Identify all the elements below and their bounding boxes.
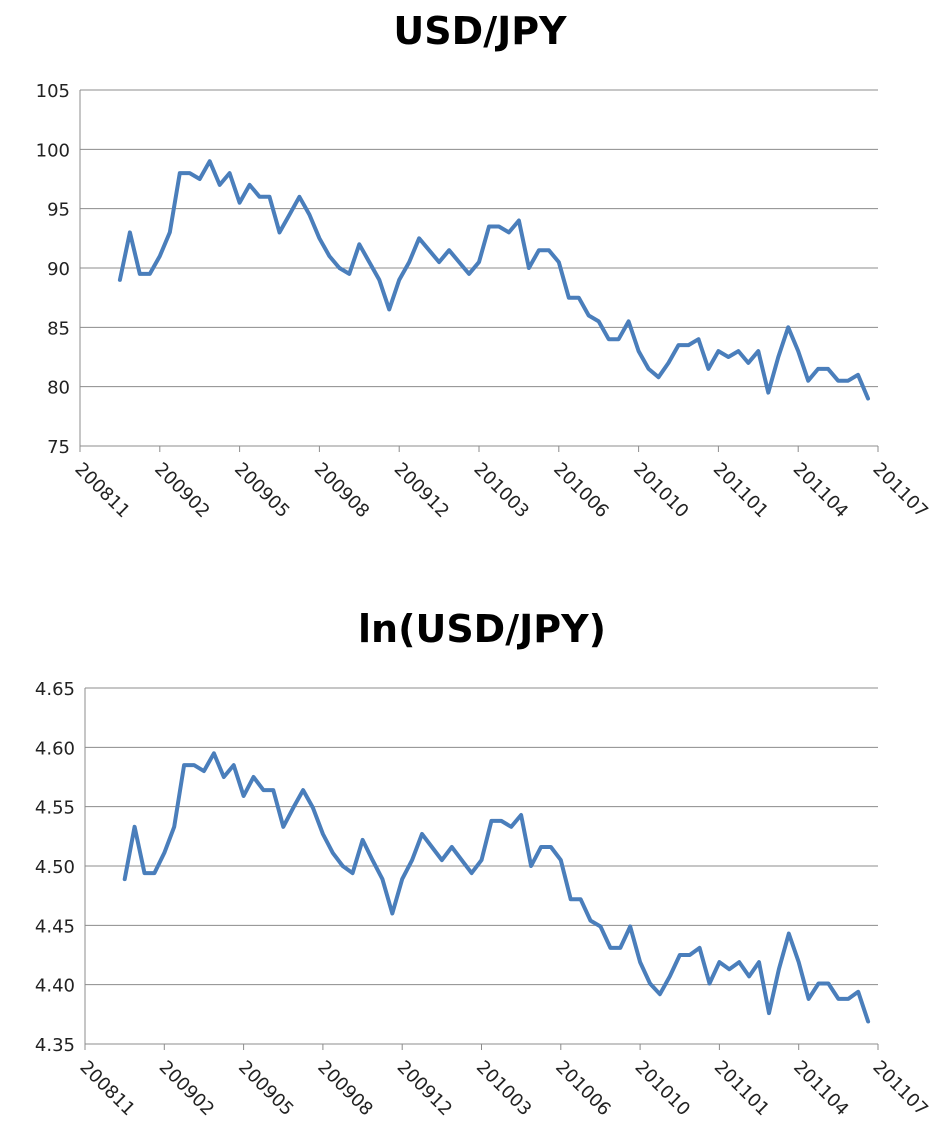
x-tick-label: 201003 xyxy=(472,1057,535,1120)
x-tick-label: 200905 xyxy=(234,1057,297,1120)
series-line xyxy=(122,751,871,1024)
y-tick-label: 95 xyxy=(47,200,70,221)
x-tick-label: 201006 xyxy=(549,459,612,522)
x-tick-label: 201006 xyxy=(551,1057,614,1120)
chart-title: ln(USD/JPY) xyxy=(358,607,606,651)
x-tick-label: 201101 xyxy=(709,459,772,522)
y-tick-label: 4.60 xyxy=(35,738,75,759)
x-tick-label: 200912 xyxy=(393,1057,456,1120)
x-tick-label: 201107 xyxy=(868,459,931,522)
y-tick-label: 4.40 xyxy=(35,976,75,997)
x-tick-label: 200811 xyxy=(75,1057,138,1120)
x-tick-label: 200902 xyxy=(155,1057,218,1120)
x-tick-label: 201010 xyxy=(631,1057,694,1120)
y-tick-label: 105 xyxy=(36,81,70,102)
x-tick-label: 200811 xyxy=(70,459,133,522)
x-tick-label: 200912 xyxy=(390,459,453,522)
chart-title: USD/JPY xyxy=(393,9,567,53)
x-tick-label: 201003 xyxy=(469,459,532,522)
y-tick-label: 4.50 xyxy=(35,857,75,878)
y-tick-label: 4.65 xyxy=(35,679,75,700)
x-tick-label: 200908 xyxy=(313,1057,376,1120)
y-tick-label: 80 xyxy=(47,378,70,399)
x-tick-label: 200905 xyxy=(230,459,293,522)
x-tick-label: 201104 xyxy=(789,459,852,522)
x-tick-label: 201107 xyxy=(868,1057,931,1120)
y-tick-label: 85 xyxy=(47,318,70,339)
x-tick-label: 201104 xyxy=(789,1057,852,1120)
series-line xyxy=(117,159,870,401)
x-tick-label: 201010 xyxy=(629,459,692,522)
x-tick-label: 201101 xyxy=(710,1057,773,1120)
x-tick-label: 200902 xyxy=(150,459,213,522)
y-tick-label: 4.55 xyxy=(35,798,75,819)
x-tick-label: 200908 xyxy=(310,459,373,522)
y-tick-label: 4.45 xyxy=(35,916,75,937)
y-tick-label: 100 xyxy=(36,140,70,161)
y-tick-label: 75 xyxy=(47,437,70,458)
y-tick-label: 90 xyxy=(47,259,70,280)
y-tick-label: 4.35 xyxy=(35,1035,75,1056)
